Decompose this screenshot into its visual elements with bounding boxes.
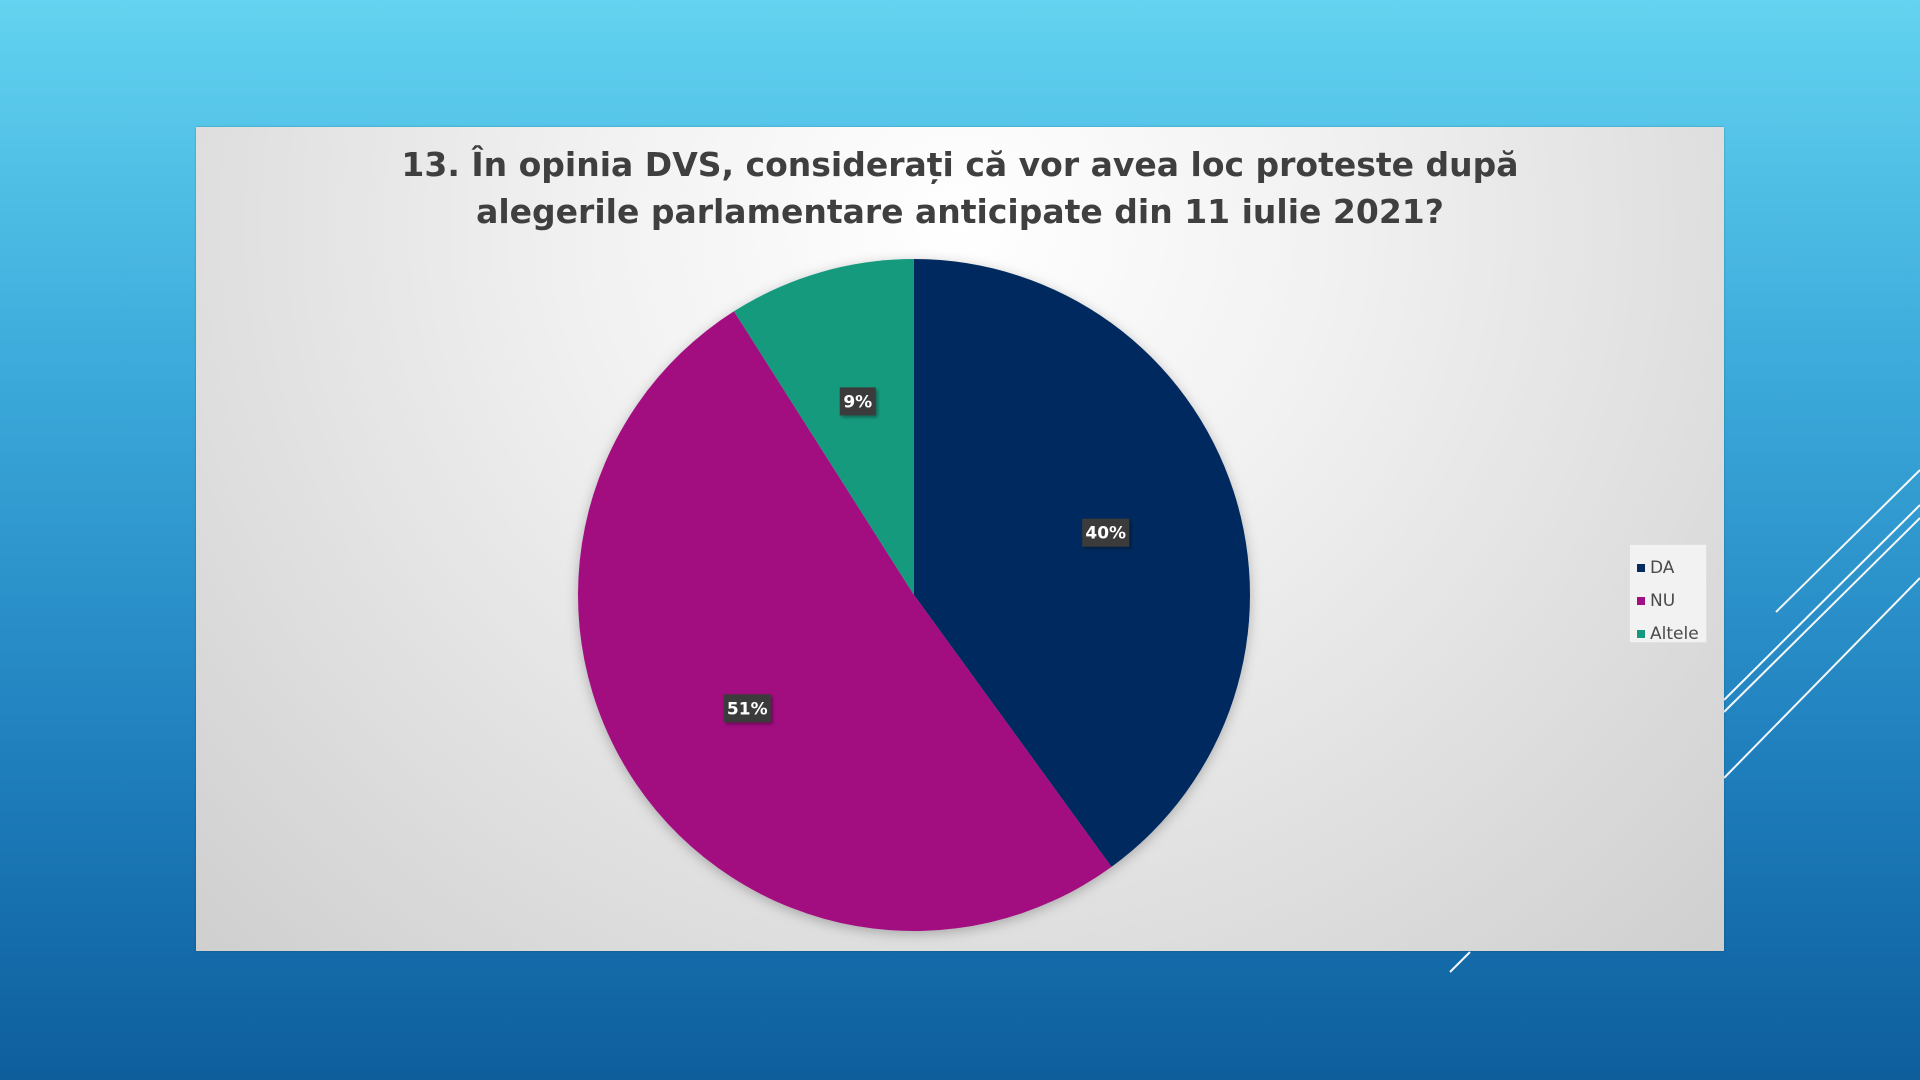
legend-item-altele: Altele (1630, 617, 1706, 650)
chart-title-line-1: 13. În opinia DVS, considerați că vor av… (401, 145, 1519, 184)
svg-text:40%: 40% (1085, 524, 1126, 544)
data-label-nu: 51% (723, 694, 771, 723)
svg-text:51%: 51% (727, 699, 768, 719)
svg-text:9%: 9% (843, 392, 872, 412)
chart-panel: 13. În opinia DVS, considerați că vor av… (196, 127, 1724, 951)
chart-title-line-2: alegerile parlamentare anticipate din 11… (476, 192, 1444, 231)
legend-label-da: DA (1650, 557, 1675, 578)
data-label-altele: 9% (839, 387, 876, 416)
pie-slice-da (914, 259, 1250, 867)
pie-chart: 40% 51% 9% (578, 259, 1250, 931)
legend-swatch-altele (1637, 629, 1645, 638)
legend-item-nu: NU (1630, 584, 1706, 617)
pie-slice-nu (578, 311, 1112, 931)
legend-label-altele: Altele (1650, 623, 1699, 644)
legend-item-da: DA (1630, 551, 1706, 584)
chart-title: 13. În opinia DVS, considerați că vor av… (196, 141, 1724, 235)
pie-slice-altele (733, 259, 914, 595)
chart-legend: DA NU Altele (1629, 544, 1707, 644)
legend-swatch-nu (1637, 596, 1645, 605)
legend-label-nu: NU (1650, 590, 1676, 611)
data-label-da: 40% (1082, 518, 1130, 547)
legend-swatch-da (1637, 563, 1645, 572)
